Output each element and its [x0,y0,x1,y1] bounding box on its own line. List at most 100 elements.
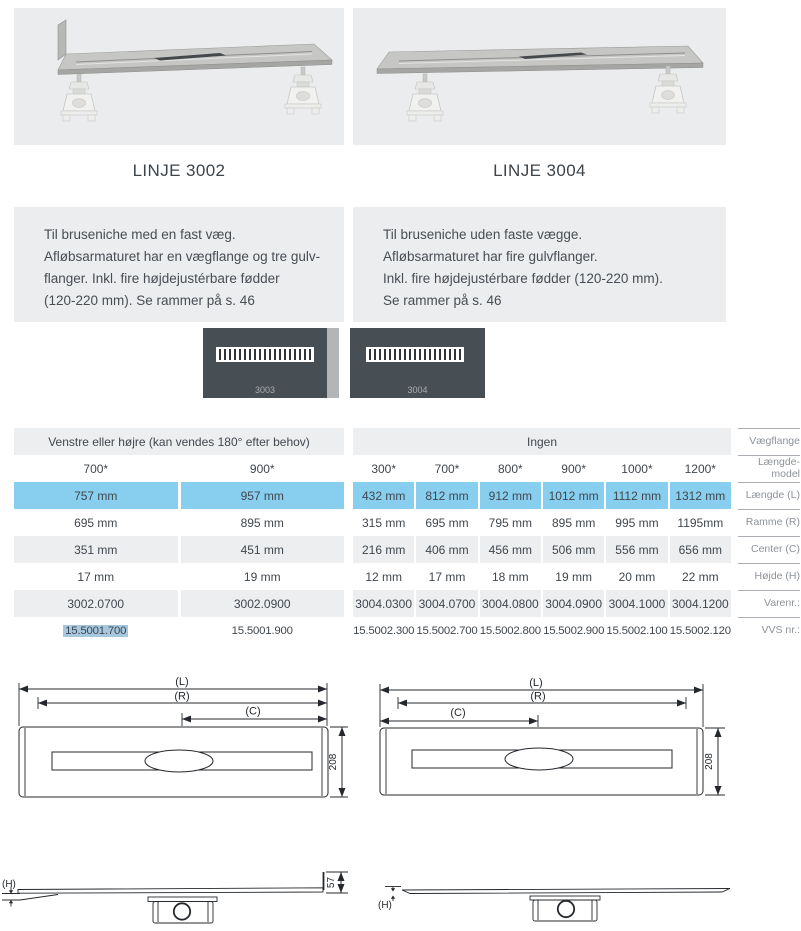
dim-label-H: (H) [2,879,16,890]
table-row: Ingen [353,428,731,455]
table-row: 12 mm 17 mm 18 mm 19 mm 20 mm 22 mm [353,563,731,590]
table-cell: 20 mm [618,569,656,584]
product-description-3002: Til bruseniche med en fast væg. Afløbsar… [14,207,344,322]
table-cell: 15.5002.300 [353,624,415,637]
row-label: Højde (H) [738,563,800,590]
table-cell: 506 mm [542,536,605,563]
table-cell: 456 mm [479,536,541,563]
grate-icon [366,347,464,362]
table-cell: 895 mm [240,515,284,530]
description-line: Inkl. fire højdejustérbare fødder (120-2… [383,271,663,286]
table-cell: 17 mm [77,569,115,584]
product-description-3004: Til bruseniche uden faste vægge. Afløbsa… [353,207,726,322]
dim-label-208: 208 [704,753,715,770]
table-row: 300* 700* 800* 900* 1000* 1200* [353,455,731,482]
table-row-laengde: 757 mm 957 mm [14,482,344,509]
table-row: 3002.0700 3002.0900 [14,590,344,617]
product-image-3002 [14,8,344,145]
table-row: 216 mm 406 mm 456 mm 506 mm 556 mm 656 m… [353,536,731,563]
table-cell: 995 mm [615,515,659,530]
row-label: Center (C) [738,536,800,563]
table-cell: 1012 mm [542,482,605,509]
description-line: Afløbsarmaturet har fire gulvflanger. [383,249,598,264]
grate-stripes [219,349,311,360]
row-label: Varenr.: [738,590,800,617]
table-cell: 3002.0900 [180,590,344,617]
row-label: Vægflange [738,428,800,455]
table-cell: 19 mm [243,569,281,584]
grate-thumbnail-3004: 3004 [350,328,485,398]
table-cell: 757 mm [14,482,178,509]
table-cell: 15.5001.700 [14,617,178,644]
table-cell: 3004.0300 [353,590,415,617]
table-row: 351 mm 451 mm [14,536,344,563]
table-cell: 1195mm [677,515,724,530]
table-row: Venstre eller højre (kan vendes 180° eft… [14,428,344,455]
row-label: Længde (L) [738,482,800,509]
table-cell: 15.5002.120 [669,624,731,637]
table-cell: 15.5002.800 [479,624,541,637]
table-cell: 19 mm [555,569,592,584]
table-cell: 695 mm [425,515,469,530]
table-row: 17 mm 19 mm [14,563,344,590]
description-line: Afløbsarmaturet har en vægflange og tre … [44,249,321,264]
table-cell: 12 mm [365,569,402,584]
row-label: Ramme (R) [738,509,800,536]
description-line: flanger. Inkl. fire højdejustérbare fødd… [44,271,280,286]
description-line: Se rammer på s. 46 [383,293,502,308]
dim-label-H: (H) [378,900,392,911]
top-view: (L) (R) (C) 208 [379,677,725,796]
table-cell: 900* [249,461,275,476]
table-cell: 1000* [621,461,653,476]
top-view: (L) (R) (C) 208 [18,676,348,798]
row-label-column: Vægflange Længde-model Længde (L) Ramme … [738,428,800,644]
table-cell: 406 mm [416,536,478,563]
table-cell: 15.5002.100 [606,624,668,637]
table-cell: 895 mm [551,515,596,530]
dim-label-C: (C) [245,706,260,718]
table-cell: 22 mm [681,569,719,584]
table-cell: 3002.0700 [14,590,178,617]
wall-flange-shape [57,19,67,61]
side-view: 57 (H) [2,871,348,924]
product-title-3002: LINJE 3002 [132,161,226,180]
table-cell: 1312 mm [669,482,731,509]
table-cell: 3004.0900 [542,590,605,617]
grate-stripes [369,349,461,360]
table-row: 695 mm 895 mm [14,509,344,536]
table-cell: 1200* [684,461,716,476]
table-cell: 3004.1200 [669,590,731,617]
drain-plate-shape [376,45,704,74]
table-row-vvs: 15.5001.700 15.5001.900 [14,617,344,644]
row-label: Længde-model [738,455,800,482]
drain-plate-shape [57,43,333,75]
product-title-3004: LINJE 3004 [493,161,586,180]
dim-label-R: (R) [174,691,189,703]
dim-label-L: (L) [529,677,542,689]
table-cell: 15.5001.900 [231,624,293,637]
table-cell: 300* [371,461,397,476]
table-cell: 656 mm [669,536,731,563]
table-cell: 695 mm [74,515,118,530]
table-cell: 700* [434,461,460,476]
technical-drawing-3002: (L) (R) (C) 208 57 (H) [2,676,348,924]
table-cell: 957 mm [180,482,344,509]
table-cell: 3004.0800 [479,590,541,617]
table-row-laengde: 432 mm 812 mm 912 mm 1012 mm 1112 mm 131… [353,482,731,509]
table-row: 315 mm 695 mm 795 mm 895 mm 995 mm 1195m… [353,509,731,536]
table-header-vaegflange: Ingen [353,428,731,455]
table-cell: 912 mm [479,482,541,509]
table-cell: 15.5002.900 [543,624,605,637]
table-cell: 18 mm [491,569,529,584]
adjustable-feet [406,65,687,122]
row-label: VVS nr.: [738,617,800,644]
spec-tables: Venstre eller højre (kan vendes 180° eft… [14,428,800,644]
table-cell: 216 mm [353,536,415,563]
table-header-vaegflange: Venstre eller højre (kan vendes 180° eft… [14,428,344,455]
description-line: Til bruseniche med en fast væg. [44,227,236,242]
side-view: (H) [378,886,731,922]
table-cell: 795 mm [488,515,532,530]
table-cell: 351 mm [14,536,178,563]
table-row: 700* 900* [14,455,344,482]
